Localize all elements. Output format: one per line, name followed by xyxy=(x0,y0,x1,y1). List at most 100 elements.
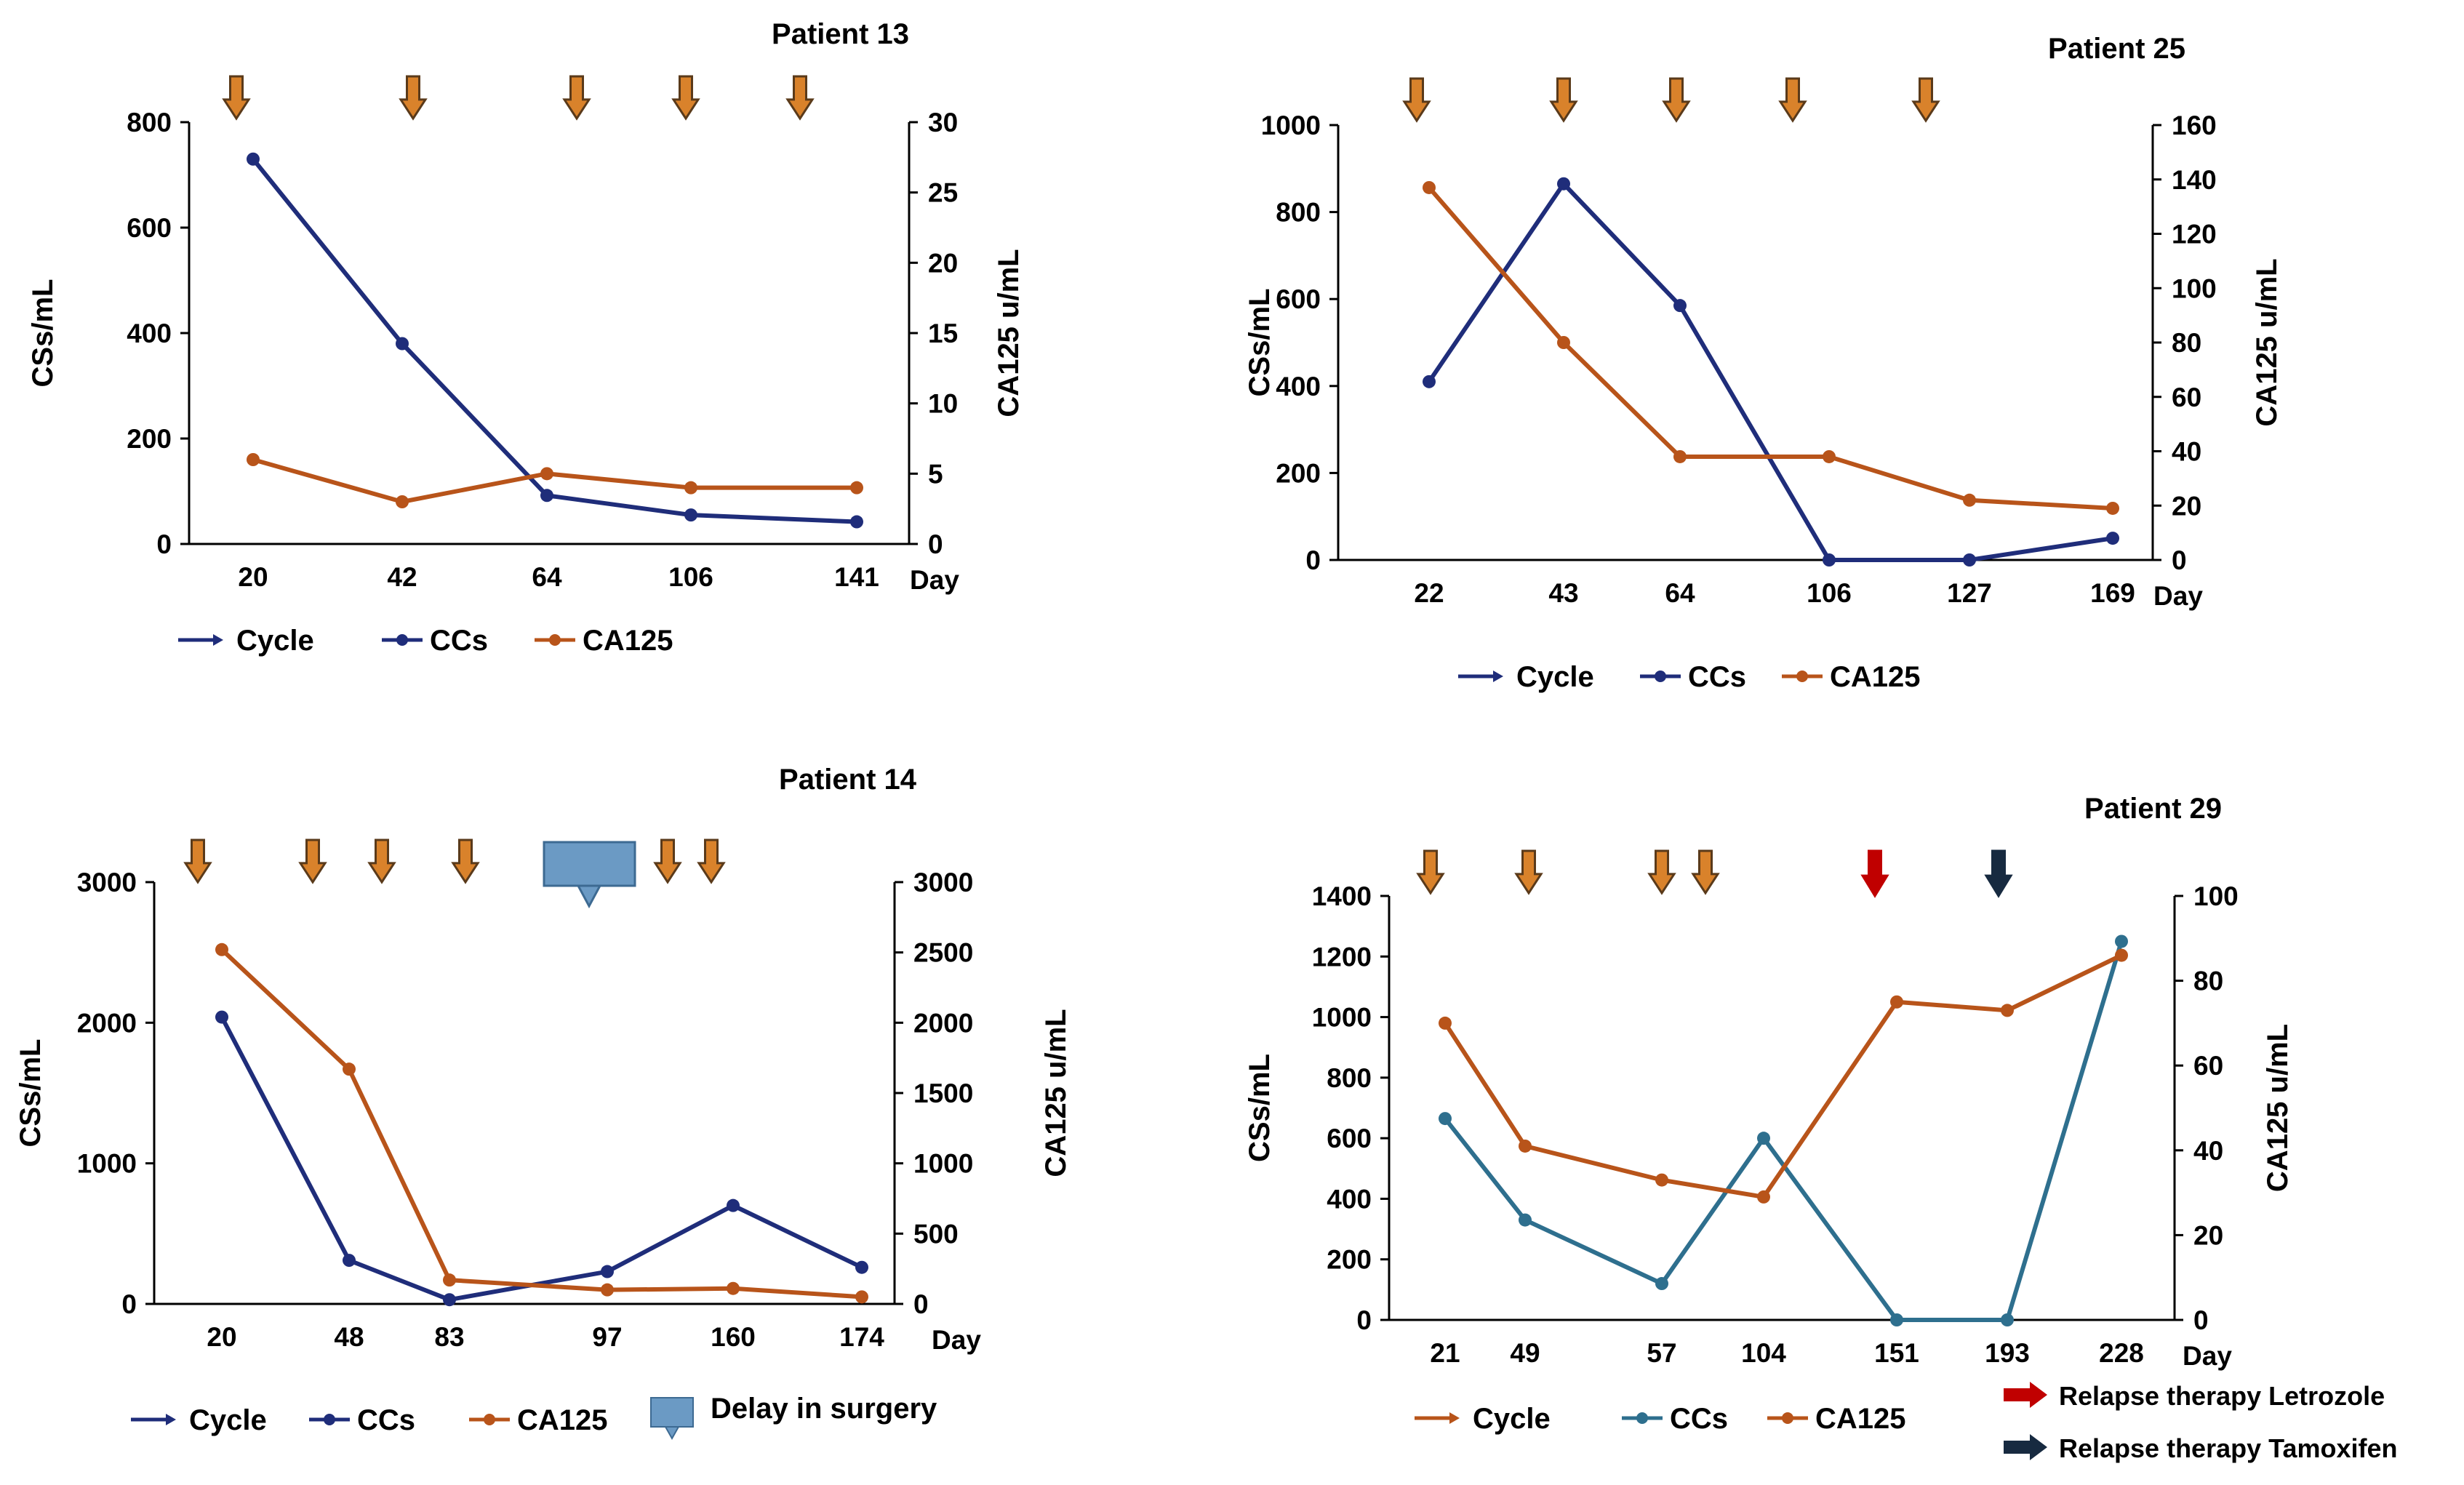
legend-cycle-arrow-icon xyxy=(1493,671,1503,682)
legend-cycle-arrow-icon xyxy=(1449,1412,1460,1424)
left-tick-label: 400 xyxy=(127,319,172,348)
x-tick-label: 193 xyxy=(1985,1338,2030,1368)
right-tick-label: 30 xyxy=(928,108,958,137)
x-tick-label: 104 xyxy=(1741,1338,1786,1368)
left-tick-label: 800 xyxy=(1327,1063,1372,1093)
y-axis-right-label: CA125 u/mL xyxy=(2262,1024,2294,1192)
data-point-ccs xyxy=(1655,1277,1668,1291)
data-point-ca125 xyxy=(2115,948,2128,962)
right-tick-label: 40 xyxy=(2172,437,2201,467)
series-line-ccs xyxy=(251,157,857,524)
x-tick-label: 22 xyxy=(1414,578,1444,608)
x-tick-label: 106 xyxy=(1807,578,1852,608)
x-tick-label: 151 xyxy=(1874,1338,1919,1368)
left-tick-label: 1000 xyxy=(1261,111,1321,140)
right-tick-label: 0 xyxy=(2172,545,2187,575)
x-axis-label: Day xyxy=(2183,1341,2232,1371)
chart-panel-3: Patient 14 0 1000 2000 3000 0 500 1000 1500 2000 2… xyxy=(15,764,1072,1441)
relapse-arrow-icon xyxy=(1984,849,2013,898)
data-point-ccs xyxy=(855,1260,868,1274)
data-point-ca125 xyxy=(601,1283,614,1297)
y-axis-left-label: CSs/mL xyxy=(1244,1054,1276,1162)
cycle-arrow-icon xyxy=(1416,849,1445,895)
x-axis-label: Day xyxy=(910,565,959,595)
left-tick-label: 1200 xyxy=(1312,942,1372,972)
right-tick-label: 140 xyxy=(2172,165,2217,195)
cycle-arrow-icon xyxy=(671,75,700,121)
right-tick-label: 160 xyxy=(2172,111,2217,140)
x-tick-label: 160 xyxy=(711,1322,756,1352)
series-line-ccs xyxy=(1427,181,2113,562)
relapse-legend-arrow-icon xyxy=(2004,1382,2047,1408)
cycle-arrow-icon xyxy=(1549,77,1578,123)
right-tick-label: 60 xyxy=(2193,1051,2223,1081)
data-point-ca125 xyxy=(540,467,553,481)
legend-label: Cycle xyxy=(1516,661,1594,693)
series-line-ccs xyxy=(220,1016,863,1302)
right-tick-label: 20 xyxy=(2193,1220,2223,1250)
relapse-legend-arrow-icon xyxy=(2004,1434,2047,1460)
x-axis-label: Day xyxy=(932,1325,981,1355)
left-tick-label: 200 xyxy=(1327,1245,1372,1275)
cycle-arrow-icon xyxy=(1647,849,1676,895)
data-point-ccs xyxy=(1757,1132,1770,1145)
left-tick-label: 600 xyxy=(127,213,172,243)
data-point-ca125 xyxy=(247,453,260,466)
delay-marker-box xyxy=(543,841,636,887)
x-tick-label: 42 xyxy=(387,562,417,592)
data-point-ccs xyxy=(215,1010,228,1024)
chart-title: Patient 25 xyxy=(2048,33,2185,65)
legend-label: CCs xyxy=(430,625,488,657)
right-tick-label: 100 xyxy=(2193,881,2239,911)
data-point-ca125 xyxy=(396,495,409,508)
legend-label: Relapse therapy Tamoxifen xyxy=(2059,1433,2398,1463)
data-point-ca125 xyxy=(1423,180,1436,194)
legend-label: Relapse therapy Letrozole xyxy=(2059,1381,2385,1411)
right-tick-label: 3000 xyxy=(913,868,973,897)
cycle-arrow-icon xyxy=(298,838,327,884)
series-line-ccs xyxy=(1443,940,2124,1322)
data-point-ccs xyxy=(1519,1213,1532,1227)
left-tick-label: 600 xyxy=(1327,1124,1372,1153)
data-point-ca125 xyxy=(443,1273,456,1287)
cycle-arrow-icon xyxy=(1691,849,1720,895)
left-tick-label: 1000 xyxy=(77,1149,137,1179)
y-axis-left-label: CSs/mL xyxy=(27,279,59,388)
legend-series-marker xyxy=(1636,1412,1648,1424)
data-point-ca125 xyxy=(1519,1139,1532,1153)
data-point-ca125 xyxy=(1963,493,1976,507)
left-tick-label: 600 xyxy=(1276,284,1321,314)
right-tick-label: 100 xyxy=(2172,273,2217,303)
relapse-arrow-icon xyxy=(1860,849,1889,898)
chart-panel-4: Patient 29 0 200 400 600 800 1000 1200 1400 0 20 40… xyxy=(1244,793,2398,1463)
legend-delay-box xyxy=(650,1397,694,1428)
chart-legend: Cycle CCs CA125 xyxy=(178,625,673,657)
series-line-ca125 xyxy=(1443,953,2123,1199)
cycle-arrow-icon xyxy=(1402,77,1431,123)
chart-panel-1: Patient 13 0 200 400 600 800 0 5 10 15 20 25 30 20 42 6… xyxy=(27,18,1025,657)
legend-label: CCs xyxy=(357,1404,415,1436)
legend-label: CCs xyxy=(1670,1403,1728,1435)
right-tick-label: 10 xyxy=(928,389,958,419)
x-tick-label: 83 xyxy=(434,1322,464,1352)
right-tick-label: 1000 xyxy=(913,1149,973,1179)
right-tick-label: 2000 xyxy=(913,1008,973,1038)
left-tick-label: 200 xyxy=(1276,458,1321,488)
y-axis-left-label: CSs/mL xyxy=(1244,289,1276,397)
left-tick-label: 2000 xyxy=(77,1008,137,1038)
legend-label: Cycle xyxy=(189,1404,267,1436)
chart-legend: Cycle CCs CA125 Delay in surgery xyxy=(131,1393,937,1441)
right-tick-label: 0 xyxy=(2193,1305,2209,1335)
data-point-ccs xyxy=(684,508,697,522)
data-point-ccs xyxy=(601,1265,614,1278)
legend-series-marker xyxy=(324,1414,335,1425)
cycle-arrow-icon xyxy=(183,838,212,884)
right-tick-label: 1500 xyxy=(913,1078,973,1108)
delay-marker-pointer xyxy=(576,884,602,909)
data-point-ca125 xyxy=(215,942,228,956)
cycle-arrow-icon xyxy=(451,838,480,884)
left-tick-label: 200 xyxy=(127,424,172,454)
right-tick-label: 2500 xyxy=(913,938,973,968)
legend-series-marker xyxy=(1796,671,1808,682)
